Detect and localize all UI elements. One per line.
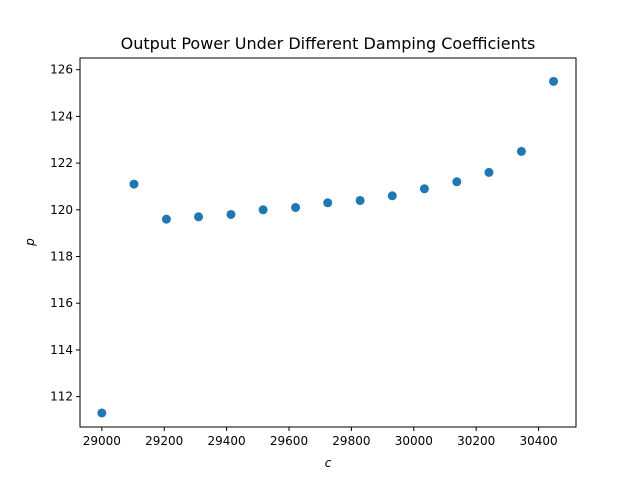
y-tick-label: 112 [50, 390, 73, 404]
y-tick-label: 114 [50, 343, 73, 357]
data-point [194, 212, 204, 222]
chart-title: Output Power Under Different Damping Coe… [121, 34, 536, 53]
axes-frame [79, 57, 577, 428]
data-point [549, 76, 559, 86]
data-point [452, 177, 462, 187]
data-point [291, 202, 301, 212]
y-tick-label: 120 [50, 203, 73, 217]
y-tick-label: 126 [50, 63, 73, 77]
x-tick-label: 29600 [270, 434, 308, 448]
data-point [419, 184, 429, 194]
x-tick-label: 29200 [145, 434, 183, 448]
data-point [161, 214, 171, 224]
data-point [484, 167, 494, 177]
x-tick-label: 30400 [519, 434, 557, 448]
y-tick-label: 116 [50, 296, 73, 310]
x-tick-label: 29800 [332, 434, 370, 448]
plot-area: 29000 29200 29400 29600 29800 30000 30200 30400… [50, 57, 577, 448]
x-tick-label: 30200 [457, 434, 495, 448]
y-tick-label: 118 [50, 250, 73, 264]
data-point [516, 146, 526, 156]
data-point [129, 179, 139, 189]
y-axis-label: p [23, 238, 37, 247]
data-point [387, 191, 397, 201]
x-axis-label: c [325, 456, 332, 470]
data-point [258, 205, 268, 215]
data-point [355, 195, 365, 205]
x-tick-label: 29000 [83, 434, 121, 448]
data-point [323, 198, 333, 208]
data-point [97, 408, 107, 418]
x-tick-label: 29400 [208, 434, 246, 448]
data-point [226, 209, 236, 219]
y-tick-label: 122 [50, 156, 73, 170]
y-tick-label: 124 [50, 109, 73, 123]
x-tick-label: 30000 [395, 434, 433, 448]
